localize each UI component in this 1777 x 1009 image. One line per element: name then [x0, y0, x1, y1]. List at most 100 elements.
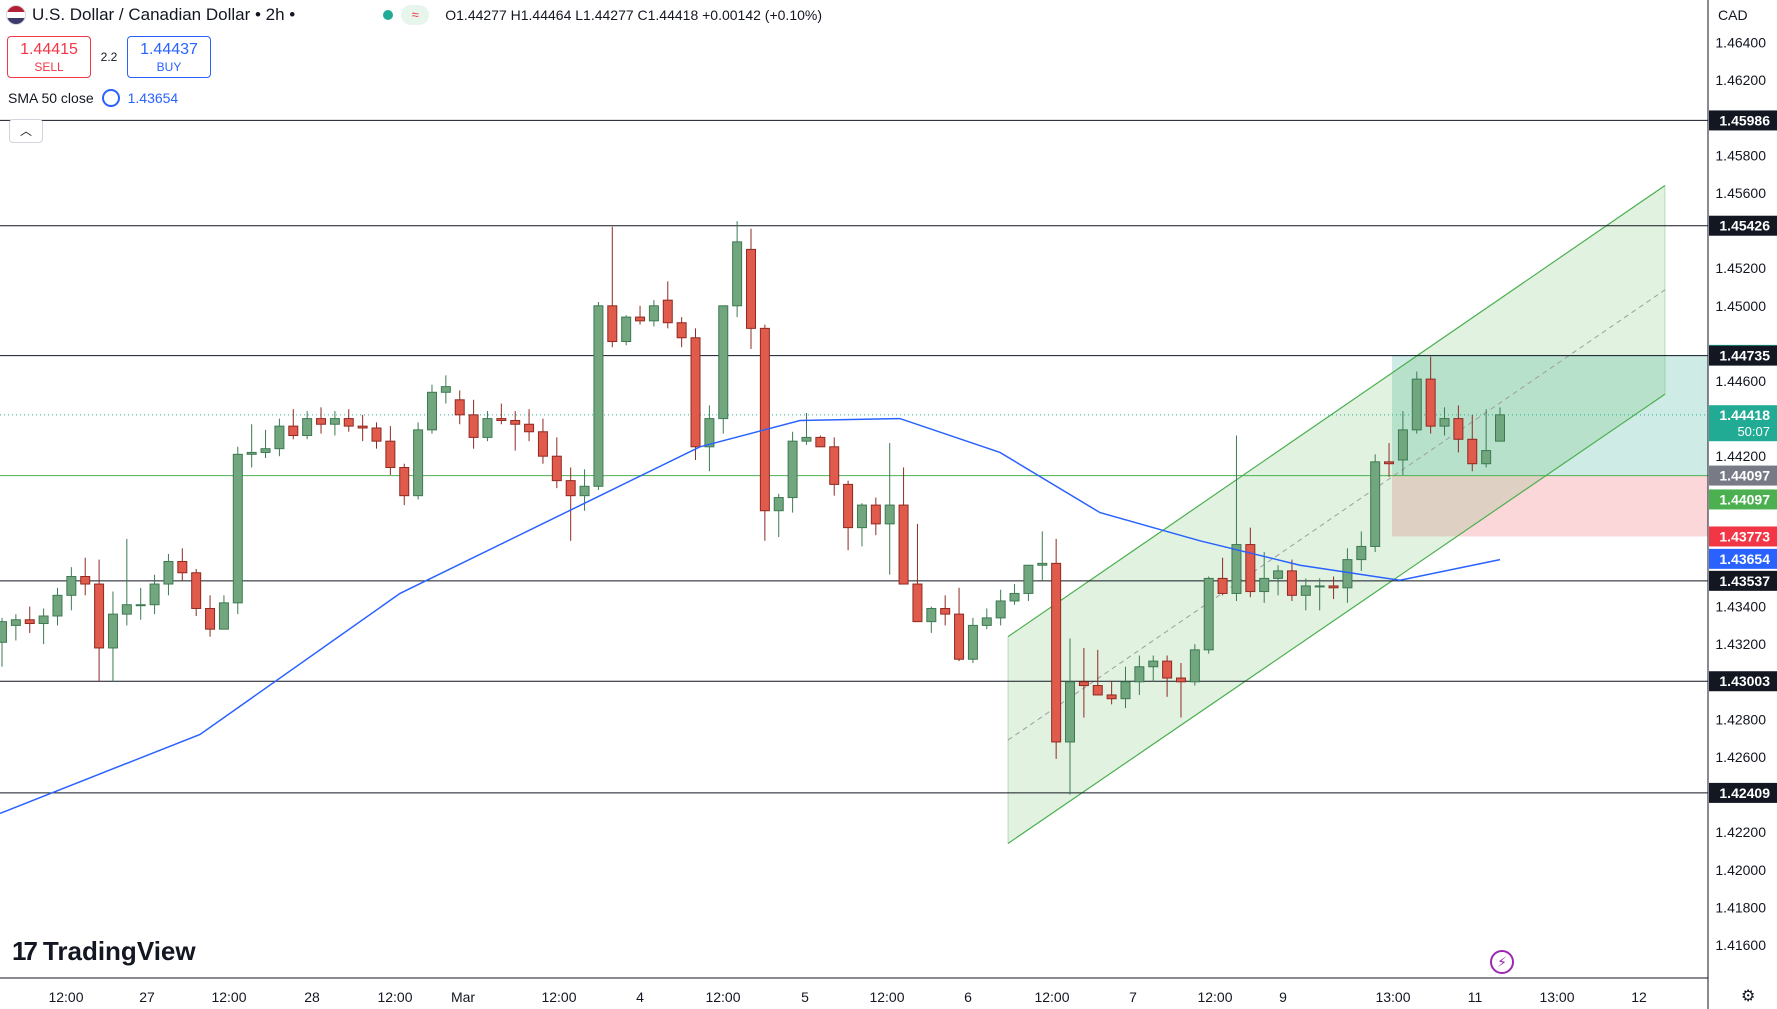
candle-body: [385, 440, 396, 468]
candle-body: [1370, 461, 1381, 547]
candle-body: [1314, 585, 1325, 588]
candle-body: [676, 322, 687, 339]
candle-body: [1217, 577, 1228, 594]
price-label-bg: [1709, 570, 1777, 591]
candle-body: [1259, 577, 1270, 593]
candle-body: [829, 446, 840, 485]
lightning-icon[interactable]: ⚡: [1490, 950, 1514, 974]
trade-buttons: 1.44415 SELL 2.2 1.44437 BUY: [7, 36, 211, 78]
time-tick-label: 27: [139, 989, 155, 1005]
price-axis-label: 1.43654: [1709, 548, 1777, 569]
candle-body: [801, 436, 812, 442]
price-label-text: 1.44418: [1719, 407, 1770, 423]
candle-body: [1120, 681, 1131, 700]
tradingview-logo-icon: 17: [12, 936, 38, 966]
price-tick-label: 1.42800: [1715, 711, 1766, 727]
candle-body: [607, 305, 618, 343]
candle-body: [413, 429, 424, 497]
price-label-bg: [1709, 405, 1777, 442]
price-label-text: 1.45986: [1719, 112, 1770, 128]
candle-body: [1467, 438, 1478, 465]
candle-body: [621, 316, 632, 343]
time-tick-label: 13:00: [1539, 989, 1574, 1005]
sell-price: 1.44415: [20, 40, 78, 58]
price-label-bg: [1709, 345, 1777, 366]
candle-body: [1425, 378, 1436, 427]
currency-label[interactable]: CAD: [1718, 7, 1748, 23]
price-axis-label: 1.44097: [1709, 489, 1777, 510]
tradingview-logo[interactable]: 17 TradingView: [12, 936, 196, 967]
wave-icon[interactable]: ≈: [401, 5, 430, 25]
candle-body: [52, 594, 63, 617]
candle-body: [1439, 418, 1450, 427]
symbol-title[interactable]: U.S. Dollar / Canadian Dollar • 2h •: [32, 5, 296, 24]
time-tick-label: 4: [636, 989, 644, 1005]
price-label-bg: [1709, 671, 1777, 692]
price-label-text: 1.43003: [1719, 673, 1770, 689]
price-axis-label: 1.45986: [1709, 110, 1777, 131]
candle-body: [593, 305, 604, 487]
price-tick-label: 1.41800: [1715, 899, 1766, 915]
price-axis-label: 1.44097: [1709, 465, 1777, 486]
candle-body: [399, 466, 410, 497]
candle-body: [1175, 677, 1186, 683]
candle-body: [1023, 564, 1034, 594]
candle-body: [995, 600, 1006, 619]
ohlc-readout: O1.44277 H1.44464 L1.44277 C1.44418 +0.0…: [445, 7, 822, 23]
price-label-text: 1.44735: [1719, 348, 1770, 364]
time-tick-label: 13:00: [1375, 989, 1410, 1005]
price-tick-label: 1.45200: [1715, 260, 1766, 276]
price-tick-label: 1.45600: [1715, 185, 1766, 201]
candle-body: [981, 617, 992, 626]
candle-body: [510, 419, 521, 425]
candle-body: [912, 583, 923, 623]
time-tick-label: 6: [964, 989, 972, 1005]
candle-body: [759, 327, 770, 512]
candle-body: [191, 572, 202, 609]
candle-body: [1009, 592, 1020, 602]
sma-legend[interactable]: SMA 50 close 1.43654: [8, 89, 178, 107]
candle-body: [177, 560, 188, 574]
sell-button[interactable]: 1.44415 SELL: [7, 36, 91, 78]
price-tick-label: 1.42200: [1715, 824, 1766, 840]
price-label-bg: [1709, 110, 1777, 131]
price-label-bg: [1709, 782, 1777, 803]
time-tick-label: 12:00: [1034, 989, 1069, 1005]
time-tick-label: 11: [1468, 989, 1483, 1005]
time-tick-label: 7: [1129, 989, 1137, 1005]
candle-body: [1148, 660, 1159, 668]
candle-body: [1078, 681, 1089, 687]
candle-body: [24, 619, 35, 625]
channel-upper-line: [1007, 184, 1666, 638]
candle-body: [926, 607, 937, 623]
candle-body: [1231, 544, 1242, 594]
candle-body: [718, 305, 729, 420]
sell-label: SELL: [34, 59, 64, 74]
brand-name: TradingView: [42, 936, 196, 966]
time-tick-label: 5: [801, 989, 809, 1005]
candle-body: [0, 621, 7, 643]
candle-body: [121, 604, 132, 615]
buy-button[interactable]: 1.44437 BUY: [127, 36, 211, 78]
collapse-legend-button[interactable]: ︿: [9, 119, 43, 143]
price-axis-label: 1.42409: [1709, 782, 1777, 803]
time-tick-label: 12:00: [377, 989, 412, 1005]
candle-body: [329, 418, 340, 425]
price-tick-label: 1.46200: [1715, 72, 1766, 88]
price-tick-label: 1.45000: [1715, 298, 1766, 314]
candle-body: [426, 391, 437, 431]
gear-icon[interactable]: ⚙: [1741, 988, 1756, 1005]
price-tick-label: 1.42000: [1715, 862, 1766, 878]
candle-body: [967, 624, 978, 660]
countdown-label: 50:07: [1737, 424, 1770, 439]
candle-body: [1245, 544, 1256, 593]
candle-body: [635, 316, 646, 322]
price-label-bg: [1709, 526, 1777, 547]
sma-value: 1.43654: [127, 90, 179, 106]
candle-body: [149, 583, 160, 606]
price-label-bg: [1709, 489, 1777, 510]
candle-body: [94, 583, 105, 649]
candle-body: [940, 607, 951, 615]
candle-body: [107, 613, 118, 649]
